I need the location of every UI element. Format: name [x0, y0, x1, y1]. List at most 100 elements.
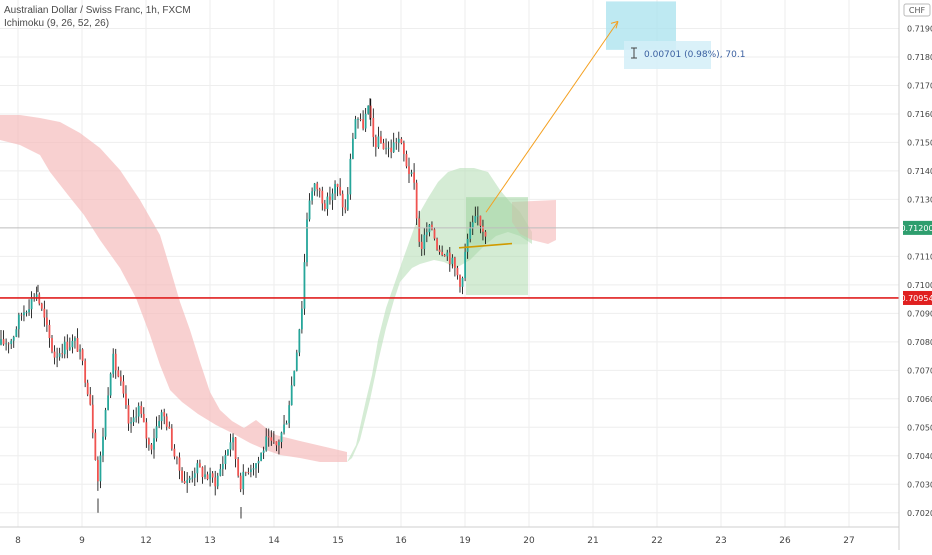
candle-body [344, 207, 347, 210]
indicator-label[interactable]: Ichimoku (9, 26, 52, 26) [4, 18, 110, 29]
candle-body [119, 376, 122, 382]
candle-body [23, 312, 25, 316]
candle-body [451, 257, 454, 264]
candle-body [0, 339, 2, 345]
y-tick-label: 0.70500 [907, 423, 932, 432]
long-position-profit-zone [466, 197, 528, 245]
candle-body [91, 404, 94, 433]
candle-body [341, 193, 344, 208]
candle-body [433, 229, 436, 239]
candle-body [298, 329, 301, 353]
candle-body [334, 184, 336, 194]
candle-body [94, 432, 97, 461]
x-tick-label: 14 [268, 536, 280, 546]
candle-body [58, 353, 61, 357]
x-tick-label: 9 [79, 536, 85, 546]
long-position-lower-zone [466, 244, 528, 296]
candle-body [186, 480, 189, 484]
candle-body [415, 182, 418, 219]
support-price-tag [903, 290, 932, 305]
y-tick-label: 0.71600 [907, 110, 932, 119]
x-tick-label: 27 [843, 536, 854, 546]
chart-legend: Australian Dollar / Swiss Franc, 1h, FXC… [4, 4, 191, 30]
candle-body [306, 219, 308, 263]
candle-body [270, 437, 273, 441]
candle-body [418, 218, 421, 242]
candle-body [214, 477, 217, 487]
x-tick-label: 15 [332, 536, 343, 546]
candle-body [206, 474, 209, 480]
candle-body [443, 255, 446, 257]
candle-body [130, 422, 132, 424]
candle-body [165, 416, 168, 427]
candle-body [211, 473, 214, 478]
candle-body [66, 341, 69, 350]
candle-body [153, 438, 155, 450]
candle-body [53, 351, 56, 358]
candle-body [224, 454, 227, 464]
support-price-label: 0.70954 [900, 294, 932, 303]
candle-body [247, 472, 250, 473]
candle-body [250, 469, 252, 473]
y-tick-label: 0.70800 [907, 338, 932, 347]
candle-body [137, 405, 140, 417]
candle-body [30, 297, 33, 310]
candle-body [369, 105, 372, 118]
candle-body [160, 412, 163, 422]
candle-body [392, 142, 395, 153]
candle-body [89, 394, 92, 405]
current-price-label: 0.71200 [900, 224, 932, 233]
candle-body [410, 172, 413, 174]
candle-body [191, 477, 194, 479]
candle-body [425, 232, 428, 235]
candle-body [135, 416, 138, 418]
candle-body [331, 193, 334, 201]
y-tick-label: 0.70700 [907, 366, 932, 375]
candle-body [466, 238, 469, 252]
candle-body [283, 424, 285, 433]
candle-body [76, 338, 79, 352]
x-tick-label: 23 [715, 536, 726, 546]
y-tick-label: 0.70200 [907, 509, 932, 518]
candle-body [86, 382, 89, 395]
y-tick-label: 0.71800 [907, 53, 932, 62]
candle-body [349, 158, 352, 195]
candle-body [359, 119, 362, 120]
candle-body [471, 222, 474, 229]
drawing-lines [0, 20, 899, 299]
candle-body [456, 267, 459, 276]
candle-body [104, 410, 107, 437]
candle-body [301, 308, 303, 330]
candle-series [0, 98, 487, 519]
candle-body [107, 395, 109, 411]
candle-body [84, 360, 87, 383]
candle-body [176, 456, 178, 458]
candle-body [303, 262, 306, 309]
candle-body [51, 338, 53, 352]
candle-body [7, 343, 10, 345]
candle-body [112, 353, 115, 374]
x-tick-label: 26 [779, 536, 791, 546]
candle-body [448, 252, 451, 264]
candle-body [216, 475, 219, 487]
candle-body [295, 352, 298, 371]
candle-body [63, 341, 66, 355]
candle-body [420, 241, 423, 249]
currency-label: CHF [909, 6, 926, 15]
candle-body [288, 405, 291, 424]
cloud-red-segment [0, 115, 347, 462]
candle-body [390, 147, 393, 153]
candle-body [372, 117, 375, 138]
candle-body [99, 455, 102, 482]
candle-body [385, 148, 387, 150]
measure-label: 0.00701 (0.98%), 70.1 [644, 50, 745, 60]
candle-body [469, 228, 472, 239]
candle-body [308, 200, 311, 220]
candle-body [257, 460, 260, 464]
candle-body [252, 468, 255, 470]
candle-body [150, 444, 153, 450]
entry-trendline [458, 242, 513, 249]
y-tick-label: 0.71500 [907, 138, 932, 147]
candle-body [244, 471, 247, 473]
